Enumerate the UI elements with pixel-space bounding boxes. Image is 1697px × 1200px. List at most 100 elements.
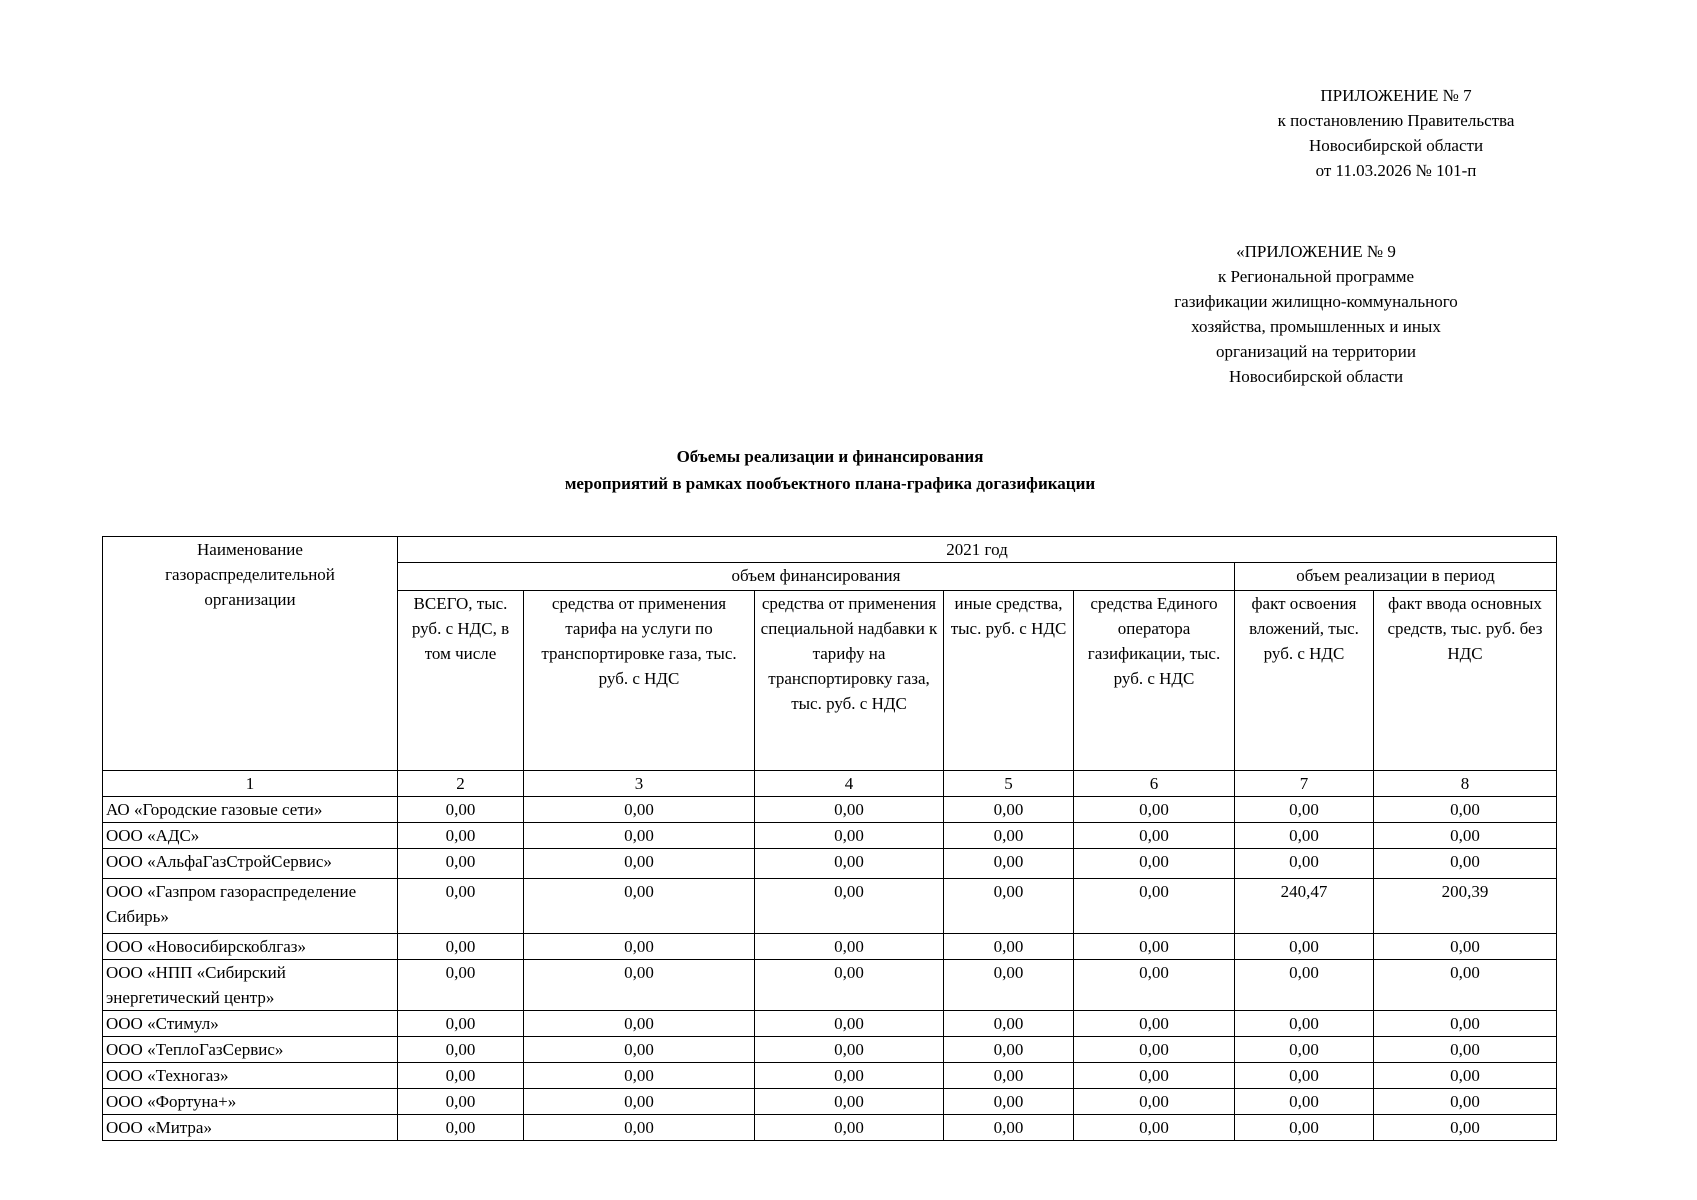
organization-name: ООО «Новосибирскоблгаз»: [102, 933, 398, 960]
text-line: мероприятий в рамках пообъектного плана-…: [564, 474, 1096, 493]
text-line: к Региональной программе: [1217, 267, 1414, 286]
value-cell: 0,00: [1373, 1036, 1557, 1063]
value-cell: 0,00: [1073, 1062, 1235, 1089]
value-cell: 0,00: [1234, 933, 1374, 960]
value-cell: 0,00: [1073, 933, 1235, 960]
value-cell: 0,00: [943, 796, 1074, 823]
value-cell: 0,00: [1073, 1088, 1235, 1115]
value-cell: 0,00: [1373, 848, 1557, 879]
table-row: ООО «АльфаГазСтройСервис» 0,00 0,00 0,00 0,0…: [102, 848, 1557, 879]
text-line: Новосибирской области: [1308, 136, 1484, 155]
column-number: 6: [1073, 770, 1235, 797]
text-line: газификации жилищно-коммунального: [1174, 292, 1458, 311]
text-line: Объемы реализации и финансирования: [676, 447, 984, 466]
column-number: 2: [397, 770, 524, 797]
value-cell: 0,00: [397, 1114, 524, 1141]
value-cell: 0,00: [523, 933, 755, 960]
value-cell: 0,00: [754, 1062, 944, 1089]
value-cell: 0,00: [943, 1010, 1074, 1037]
value-cell: 0,00: [1234, 822, 1374, 849]
value-cell: 0,00: [1073, 1036, 1235, 1063]
text-line: ПРИЛОЖЕНИЕ № 7: [1320, 86, 1472, 105]
organization-name: ООО «Стимул»: [102, 1010, 398, 1037]
table-row: ООО «ТеплоГазСервис» 0,00 0,00 0,00 0,00 0,00…: [102, 1036, 1557, 1063]
value-cell: 0,00: [523, 1088, 755, 1115]
value-cell: 0,00: [943, 959, 1074, 1011]
value-cell: 0,00: [397, 796, 524, 823]
value-cell: 0,00: [1373, 1088, 1557, 1115]
column-number: 3: [523, 770, 755, 797]
value-cell: 0,00: [943, 1036, 1074, 1063]
text-line: от 11.03.2026 № 101-п: [1315, 161, 1477, 180]
value-cell: 0,00: [397, 1036, 524, 1063]
organization-name: ООО «Фортуна+»: [102, 1088, 398, 1115]
year-header: 2021 год: [397, 536, 1557, 563]
value-cell: 0,00: [1373, 1010, 1557, 1037]
value-cell: 0,00: [754, 1036, 944, 1063]
table-row: ООО «Новосибирскоблгаз» 0,00 0,00 0,00 0,00 0…: [102, 933, 1557, 960]
organization-name: АО «Городские газовые сети»: [102, 796, 398, 823]
column-header: средства Единого оператора газификации, …: [1073, 590, 1235, 771]
table-row: ООО «НПП «Сибирский энергетический центр…: [102, 959, 1557, 1011]
column-number: 7: [1234, 770, 1374, 797]
name-header: Наименование газораспределительной орган…: [102, 536, 398, 771]
organization-name: ООО «АДС»: [102, 822, 398, 849]
value-cell: 0,00: [1373, 796, 1557, 823]
value-cell: 0,00: [754, 848, 944, 879]
table-row: ООО «Фортуна+» 0,00 0,00 0,00 0,00 0,00 0,00 0,…: [102, 1088, 1557, 1115]
value-cell: 0,00: [754, 796, 944, 823]
column-header: ВСЕГО, тыс. руб. с НДС, в том числе: [397, 590, 524, 771]
column-header: средства от применения специальной надба…: [754, 590, 944, 771]
value-cell: 0,00: [754, 959, 944, 1011]
value-cell: 0,00: [754, 822, 944, 849]
column-header: факт освоения вложений, тыс. руб. с НДС: [1234, 590, 1374, 771]
organization-name: ООО «АльфаГазСтройСервис»: [102, 848, 398, 879]
value-cell: 0,00: [754, 1088, 944, 1115]
value-cell: 0,00: [397, 878, 524, 934]
value-cell: 0,00: [523, 1010, 755, 1037]
organization-name: ООО «ТеплоГазСервис»: [102, 1036, 398, 1063]
text-line: хозяйства, промышленных и иных: [1191, 317, 1441, 336]
value-cell: 0,00: [1373, 959, 1557, 1011]
text-line: организаций на территории: [1216, 342, 1416, 361]
value-cell: 0,00: [397, 933, 524, 960]
text-line: Новосибирской области: [1228, 367, 1404, 386]
value-cell: 0,00: [1234, 1062, 1374, 1089]
value-cell: 0,00: [397, 1010, 524, 1037]
organization-name: ООО «НПП «Сибирский энергетический центр…: [102, 959, 398, 1011]
appendix-7-header: ПРИЛОЖЕНИЕ № 7 к постановлению Правительс…: [1196, 83, 1596, 183]
value-cell: 0,00: [397, 848, 524, 879]
value-cell: 0,00: [397, 1062, 524, 1089]
value-cell: 0,00: [1373, 933, 1557, 960]
value-cell: 0,00: [1373, 1062, 1557, 1089]
table-row: ООО «АДС» 0,00 0,00 0,00 0,00 0,00 0,00 0,00: [102, 822, 1557, 849]
value-cell: 0,00: [397, 959, 524, 1011]
value-cell: 0,00: [754, 878, 944, 934]
document-title: Объемы реализации и финансирования меропр…: [100, 443, 1560, 497]
value-cell: 0,00: [397, 822, 524, 849]
text-line: «ПРИЛОЖЕНИЕ № 9: [1236, 242, 1396, 261]
value-cell: 0,00: [754, 933, 944, 960]
table-row: АО «Городские газовые сети» 0,00 0,00 0,00 0…: [102, 796, 1557, 823]
appendix-9-header: «ПРИЛОЖЕНИЕ № 9 к Региональной программе г…: [1116, 239, 1516, 389]
table-row: ООО «Техногаз» 0,00 0,00 0,00 0,00 0,00 0,00 0,…: [102, 1062, 1557, 1089]
value-cell: 0,00: [1073, 848, 1235, 879]
value-cell: 0,00: [523, 796, 755, 823]
value-cell: 0,00: [1073, 959, 1235, 1011]
value-cell: 0,00: [1073, 1010, 1235, 1037]
value-cell: 0,00: [754, 1010, 944, 1037]
column-number: 1: [102, 770, 398, 797]
value-cell: 0,00: [523, 1036, 755, 1063]
column-header: средства от применения тарифа на услуги …: [523, 590, 755, 771]
column-header: иные средства, тыс. руб. с НДС: [943, 590, 1074, 771]
column-number: 5: [943, 770, 1074, 797]
value-cell: 0,00: [1234, 1088, 1374, 1115]
value-cell: 0,00: [1234, 796, 1374, 823]
value-cell: 0,00: [1073, 878, 1235, 934]
value-cell: 0,00: [1234, 1010, 1374, 1037]
realization-group-header: объем реализации в период: [1234, 562, 1557, 591]
value-cell: 0,00: [523, 1062, 755, 1089]
organization-name: ООО «Газпром газораспределение Сибирь»: [102, 878, 398, 934]
column-number: 4: [754, 770, 944, 797]
value-cell: 0,00: [1373, 822, 1557, 849]
